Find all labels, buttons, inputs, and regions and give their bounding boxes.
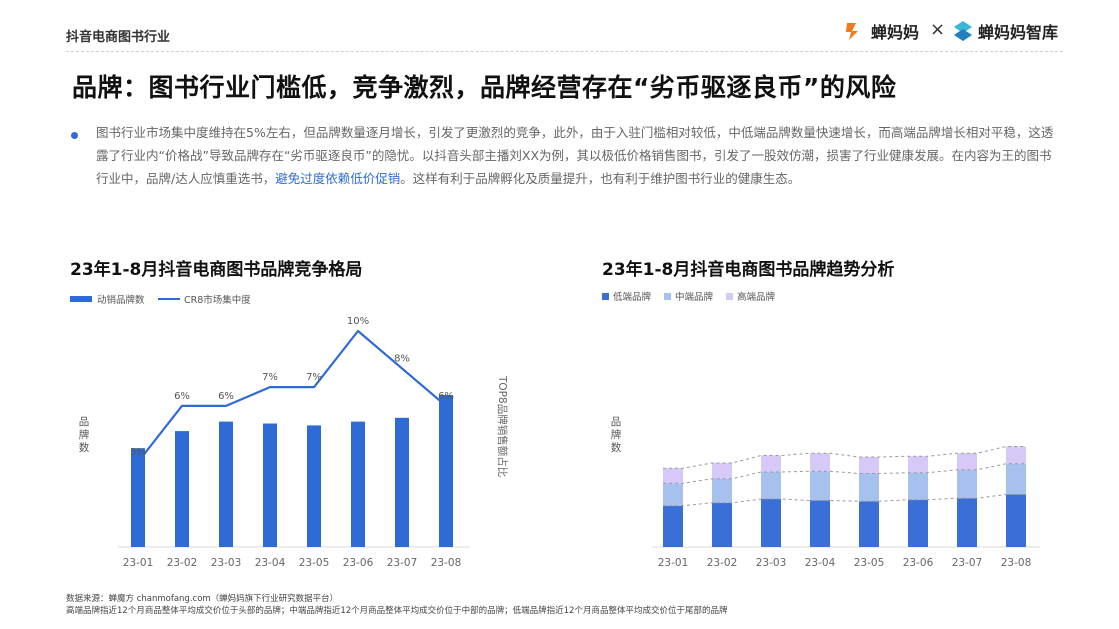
paragraph-text-2: 。这样有利于品牌孵化及质量提升，也有利于维护图书行业的健康生态。 [400,171,801,186]
footer-notes: 数据来源：蝉魔方 chanmofang.com（蝉妈妈旗下行业研究数据平台） 高… [66,593,727,617]
left-x-tick: 23-04 [255,557,286,569]
legend-label-0: 低端品牌 [613,291,652,303]
top-bar: 抖音电商图书行业 蝉妈妈 × 蝉妈妈智库 [0,0,1119,56]
legend-label-1: 中端品牌 [675,291,714,303]
left-y2label: TOP8品牌销售额占比 [496,375,509,477]
left-ylabel-char: 品 [79,416,90,428]
left-chart-title: 23年1-8月抖音电商图书品牌竞争格局 [70,260,363,280]
right-bar-23-05-s0 [859,501,879,547]
left-bar-23-07 [395,417,409,547]
right-bar-23-08-s0 [1006,494,1026,547]
right-bar-23-02-s2 [712,463,732,479]
right-bar-23-08-s1 [1006,463,1026,495]
right-x-tick: 23-03 [756,557,787,569]
right-ylabel-char: 数 [611,441,622,454]
left-x-tick: 23-01 [123,557,154,569]
trend-line-1 [663,463,1026,484]
left-bar-23-05 [307,425,321,547]
right-bar-23-07-s0 [957,498,977,547]
left-ylabel-char: 牌 [79,428,90,441]
right-bar-23-08-s2 [1006,446,1026,464]
cr8-data-label: 8% [394,353,410,364]
footer-definition: 高端品牌指近12个月商品整体平均成交价位于头部的品牌；中端品牌指近12个月商品整… [66,606,728,616]
right-x-tick: 23-04 [805,557,836,569]
right-x-tick: 23-08 [1001,557,1032,569]
cr8-data-label: 6% [218,391,234,402]
left-x-tick: 23-08 [431,557,462,569]
logo-a-text: 蝉妈妈 [871,23,920,42]
zhiku-logo-icon [954,21,972,41]
right-bar-23-01-s2 [663,468,683,484]
right-bar-23-07-s2 [957,453,977,470]
bullet-dot [71,132,78,139]
chanmama-logo-icon [846,23,858,40]
logo-separator: × [930,19,946,40]
right-bar-23-01-s0 [663,505,683,547]
left-bar-23-01 [131,448,145,547]
left-x-tick: 23-07 [387,557,418,569]
cr8-data-label: 7% [262,372,278,383]
right-bar-23-03-s1 [761,472,781,499]
left-bar-23-06 [351,421,365,547]
legend-label-2: 高端品牌 [737,291,776,303]
left-bar-23-04 [263,423,277,547]
right-x-tick: 23-01 [658,557,689,569]
left-x-tick: 23-03 [211,557,242,569]
legend-swatch-2 [726,293,733,300]
right-bar-23-05-s2 [859,457,879,474]
right-bar-23-07-s1 [957,469,977,499]
header-divider [66,51,1063,52]
right-bar-23-02-s0 [712,502,732,547]
summary-paragraph: 图书行业市场集中度维持在5%左右，但品牌数量逐月增长，引发了更激烈的竞争，此外，… [96,121,1056,190]
section-label: 抖音电商图书行业 [66,30,171,45]
right-bar-23-05-s1 [859,473,879,502]
logo-b-text: 蝉妈妈智库 [978,23,1059,42]
chanmama-logo: 蝉妈妈 [843,18,919,44]
right-ylabel-char: 品 [611,416,622,428]
trend-line-0 [663,494,1026,507]
right-bar-23-06-s1 [908,472,928,500]
legend-swatch-brand-count [70,296,92,302]
cr8-data-label: 6% [174,391,190,402]
right-bar-23-04-s1 [810,471,830,501]
right-x-tick: 23-06 [903,557,934,569]
cr8-data-label: 6% [438,391,454,402]
right-chart-title: 23年1-8月抖音电商图书品牌趋势分析 [602,260,895,280]
right-bar-23-04-s0 [810,500,830,547]
left-x-tick: 23-06 [343,557,374,569]
right-x-tick: 23-02 [707,557,738,569]
left-bar-23-03 [219,421,233,547]
right-x-tick: 23-05 [854,557,885,569]
right-bar-23-02-s1 [712,478,732,503]
left-ylabel-char: 数 [79,441,90,454]
cr8-data-label: 7% [306,372,322,383]
left-x-tick: 23-02 [167,557,198,569]
legend-swatch-0 [602,293,609,300]
paragraph-highlight: 避免过度依赖低价促销 [275,171,401,186]
left-bar-23-02 [175,431,189,547]
right-bar-23-04-s2 [810,453,830,472]
legend-swatch-1 [664,293,671,300]
page-headline: 品牌：图书行业门槛低，竞争激烈，品牌经营存在“劣币驱逐良币”的风险 [72,73,897,102]
right-bar-23-06-s2 [908,456,928,473]
left-bar-23-08 [439,395,453,547]
footer-source: 数据来源：蝉魔方 chanmofang.com（蝉妈妈旗下行业研究数据平台） [66,594,339,604]
right-bar-23-06-s0 [908,499,928,547]
cr8-line [137,329,447,463]
right-ylabel-char: 牌 [611,428,622,441]
right-bar-23-01-s1 [663,483,683,506]
legend-label-cr8: CR8市场集中度 [184,294,251,306]
left-x-tick: 23-05 [299,557,330,569]
paragraph-text-1: 图书行业市场集中度维持在5%左右，但品牌数量逐月增长，引发了更激烈的竞争，此外，… [96,125,1054,186]
cr8-data-label: 3% [130,447,146,458]
chanmama-zhiku-logo: 蝉妈妈智库 [952,18,1058,44]
right-bar-23-03-s2 [761,455,781,472]
right-x-tick: 23-07 [952,557,983,569]
right-bar-23-03-s0 [761,499,781,547]
cr8-data-label: 10% [347,316,369,327]
legend-label-brand-count: 动销品牌数 [97,294,145,306]
